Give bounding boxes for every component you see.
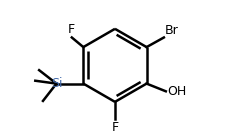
Text: F: F xyxy=(111,121,118,134)
Text: F: F xyxy=(68,23,75,35)
Text: Br: Br xyxy=(164,24,178,37)
Text: OH: OH xyxy=(167,85,186,98)
Text: Si: Si xyxy=(50,77,62,90)
